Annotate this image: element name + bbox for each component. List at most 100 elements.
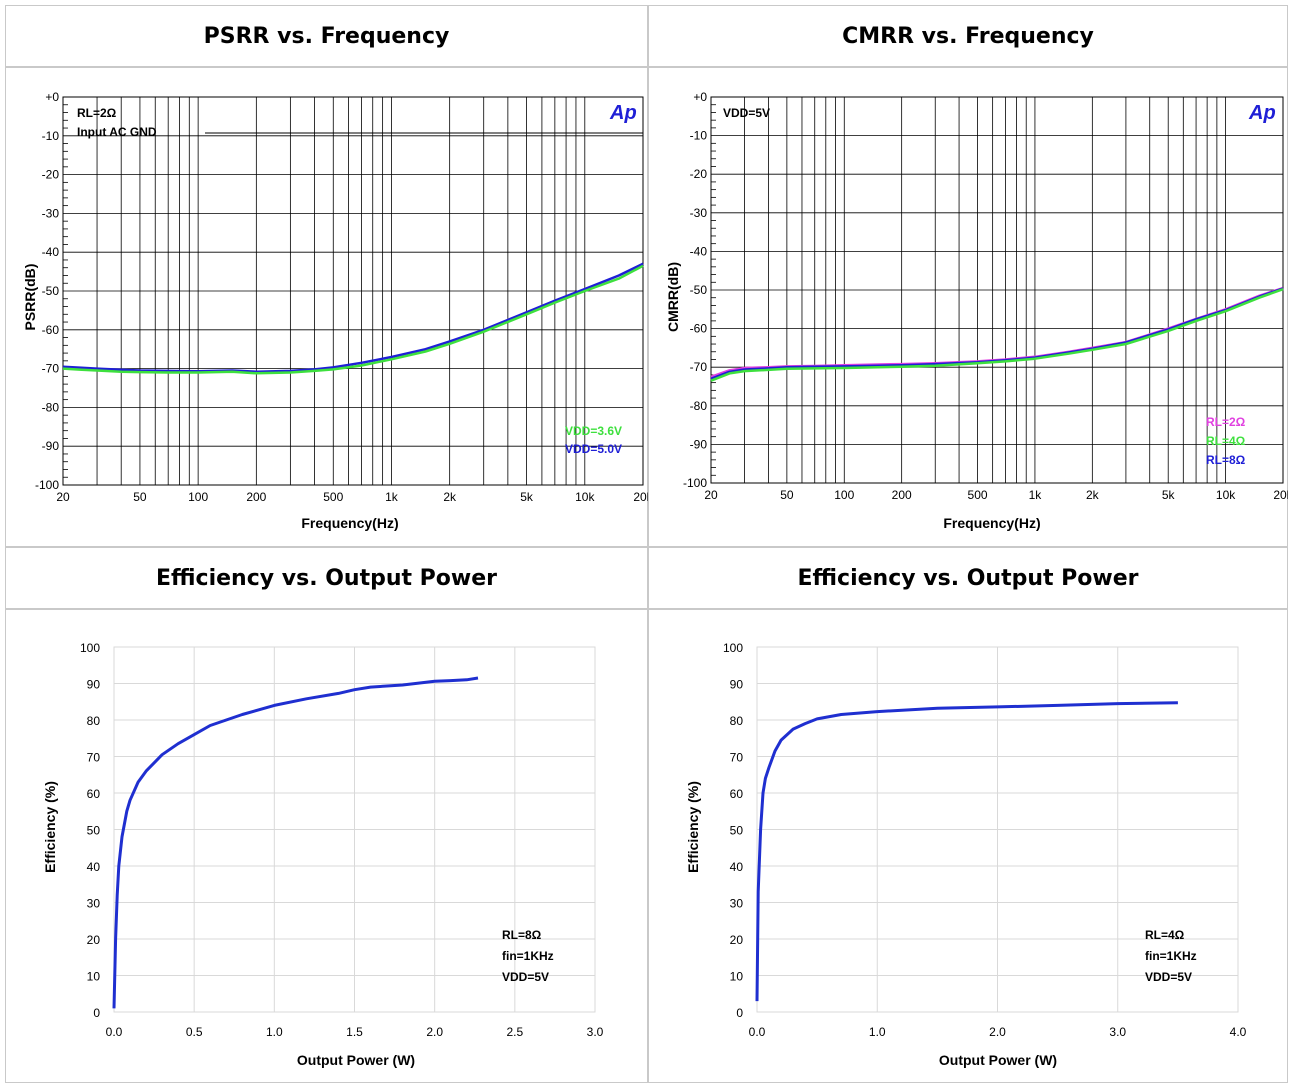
- cmrr-ytick-label: -20: [690, 167, 708, 181]
- eff4-xtick-label: 1.0: [869, 1025, 886, 1039]
- psrr-ytick-label: -80: [42, 400, 60, 414]
- eff4-xtick-label: 3.0: [1109, 1025, 1126, 1039]
- cmrr-ytick-label: -50: [690, 283, 708, 297]
- psrr-legend-3v6: VDD=3.6V: [565, 424, 622, 438]
- eff8-ylabel: Efficiency (%): [42, 781, 58, 873]
- psrr-xtick-label: 1k: [385, 490, 399, 504]
- eff4-annotation-fin: fin=1KHz: [1145, 949, 1197, 963]
- eff8-ytick-label: 80: [87, 714, 101, 728]
- cmrr-ytick-label: -90: [690, 437, 708, 451]
- cmrr-ytick-label: +0: [693, 90, 707, 104]
- eff8-ytick-label: 50: [87, 824, 101, 838]
- psrr-ylabel: PSRR(dB): [22, 264, 38, 331]
- psrr-xtick-label: 200: [246, 490, 266, 504]
- psrr-ytick-label: -40: [42, 245, 60, 259]
- cmrr-series-line-0: [710, 286, 1284, 378]
- eff4-ytick-label: 10: [730, 970, 744, 984]
- eff8-xlabel: Output Power (W): [297, 1052, 415, 1068]
- cmrr-ytick-label: -70: [690, 360, 708, 374]
- eff8-annotation-rl: RL=8Ω: [502, 928, 542, 942]
- cmrr-ytick-label: -100: [683, 476, 707, 490]
- eff8-ytick-label: 30: [87, 897, 101, 911]
- eff4-ytick-label: 50: [730, 824, 744, 838]
- eff4-title: Efficiency vs. Output Power: [648, 547, 1288, 609]
- psrr-xtick-label: 50: [133, 490, 147, 504]
- eff4-xtick-label: 4.0: [1230, 1025, 1247, 1039]
- cmrr-xtick-label: 200: [892, 488, 912, 502]
- psrr-series-line-0: [62, 262, 644, 373]
- eff4-panel: [648, 609, 1288, 1083]
- eff4-ylabel: Efficiency (%): [685, 781, 701, 873]
- psrr-series-line-1: [62, 264, 644, 375]
- eff8-annotation-vdd: VDD=5V: [502, 970, 549, 984]
- psrr-ytick-label: -70: [42, 362, 60, 376]
- psrr-xtick-label: 5k: [520, 490, 534, 504]
- psrr-ytick-label: -20: [42, 168, 60, 182]
- eff8-ytick-label: 0: [93, 1006, 100, 1020]
- eff8-chart: 0 10 20 30 40 50 60 70 80 90 100 0.0 0.5 1.0 1.5 2.0 2.5…: [42, 641, 604, 1068]
- cmrr-xtick-label: 20: [704, 488, 718, 502]
- cmrr-ytick-label: -10: [690, 129, 708, 143]
- cmrr-ytick-label: -60: [690, 322, 708, 336]
- eff4-ytick-label: 70: [730, 751, 744, 765]
- cmrr-ytick-label: -40: [690, 244, 708, 258]
- eff4-series-line-0: [755, 701, 1178, 1002]
- eff4-ytick-label: 0: [736, 1006, 743, 1020]
- psrr-xtick-label: 10k: [575, 490, 595, 504]
- cmrr-legend-rl8: RL=8Ω: [1206, 453, 1246, 467]
- eff4-annotation-vdd: VDD=5V: [1145, 970, 1192, 984]
- eff8-xtick-label: 0.0: [106, 1025, 123, 1039]
- cmrr-annotation-vdd: VDD=5V: [723, 106, 770, 120]
- eff8-title: Efficiency vs. Output Power: [5, 547, 648, 609]
- psrr-ytick-label: -50: [42, 284, 60, 298]
- cmrr-ytick-label: -30: [690, 206, 708, 220]
- psrr-title: PSRR vs. Frequency: [5, 5, 648, 67]
- eff4-ytick-label: 20: [730, 933, 744, 947]
- psrr-xtick-label: 20: [56, 490, 70, 504]
- eff4-ytick-label: 90: [730, 678, 744, 692]
- cmrr-xtick-label: 100: [834, 488, 854, 502]
- cmrr-xtick-label: 1k: [1029, 488, 1043, 502]
- eff4-ytick-label: 80: [730, 714, 744, 728]
- psrr-ytick-label: -90: [42, 439, 60, 453]
- psrr-legend-5v0: VDD=5.0V: [565, 442, 622, 456]
- eff8-xtick-label: 1.5: [346, 1025, 363, 1039]
- psrr-annotation-input: Input AC GND: [77, 125, 157, 139]
- eff8-ytick-label: 70: [87, 751, 101, 765]
- eff4-chart: 0 10 20 30 40 50 60 70 80 90 100 0.0 1.0 2.0 3.0 4.0 Ef…: [685, 641, 1247, 1068]
- cmrr-xlabel: Frequency(Hz): [943, 515, 1040, 531]
- cmrr-xtick-label: 2k: [1086, 488, 1100, 502]
- eff4-ytick-label: 40: [730, 860, 744, 874]
- cmrr-xtick-label: 20k: [1273, 488, 1288, 502]
- psrr-ytick-label: -30: [42, 206, 60, 220]
- cmrr-xtick-label: 500: [968, 488, 988, 502]
- eff4-xtick-label: 0.0: [749, 1025, 766, 1039]
- eff8-series-line-0: [112, 676, 479, 1009]
- eff8-xtick-label: 2.5: [506, 1025, 523, 1039]
- cmrr-title: CMRR vs. Frequency: [648, 5, 1288, 67]
- eff8-xtick-label: 3.0: [587, 1025, 604, 1039]
- eff8-xtick-label: 2.0: [426, 1025, 443, 1039]
- eff8-plot-frame: [113, 646, 596, 1013]
- psrr-ytick-label: -60: [42, 323, 60, 337]
- ap-logo-icon: Ap: [609, 102, 637, 124]
- eff4-xtick-label: 2.0: [989, 1025, 1006, 1039]
- psrr-xlabel: Frequency(Hz): [301, 515, 398, 531]
- ap-logo-icon: Ap: [1248, 102, 1276, 124]
- cmrr-xtick-label: 10k: [1216, 488, 1236, 502]
- psrr-ytick-label: -100: [35, 478, 59, 492]
- eff8-ytick-label: 40: [87, 860, 101, 874]
- psrr-xtick-label: 2k: [443, 490, 457, 504]
- cmrr-xtick-label: 5k: [1162, 488, 1176, 502]
- psrr-ytick-label: +0: [45, 90, 59, 104]
- eff8-panel: [5, 609, 648, 1083]
- eff8-ytick-label: 100: [80, 641, 100, 655]
- psrr-xtick-label: 100: [188, 490, 208, 504]
- cmrr-series-line-2: [710, 288, 1284, 382]
- cmrr-xtick-label: 50: [780, 488, 794, 502]
- eff4-ytick-label: 100: [723, 641, 743, 655]
- eff4-plot-frame: [756, 646, 1239, 1013]
- psrr-annotation-rl: RL=2Ω: [77, 106, 117, 120]
